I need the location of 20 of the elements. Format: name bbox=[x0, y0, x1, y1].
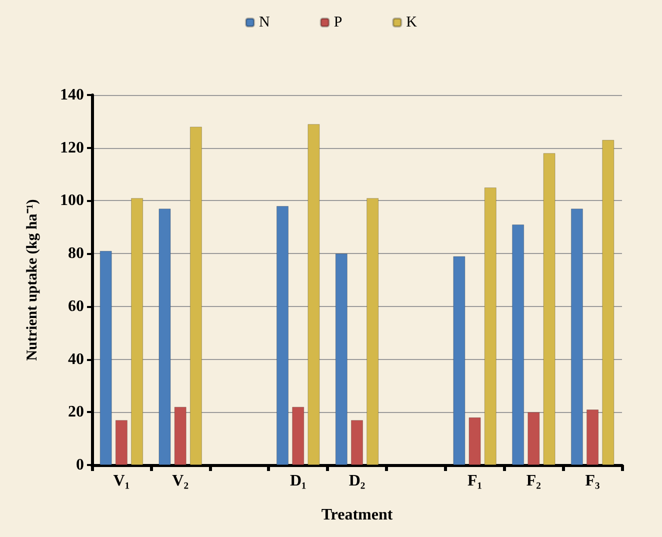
y-tick-label: 100 bbox=[60, 192, 84, 210]
y-axis-title: Nutrient uptake (kg ha⁻¹) bbox=[24, 199, 40, 361]
y-tick-label: 60 bbox=[68, 298, 84, 315]
x-tick-label: F₂ bbox=[526, 472, 542, 490]
legend-label: K bbox=[406, 14, 418, 30]
x-axis-title: Treatment bbox=[321, 506, 394, 524]
x-tick-label: F₁ bbox=[467, 472, 482, 490]
y-tick-label: 20 bbox=[68, 404, 84, 421]
x-tick-label: D₁ bbox=[290, 472, 306, 490]
x-tick-label: F₃ bbox=[585, 472, 600, 490]
y-tick-label: 120 bbox=[60, 139, 84, 156]
y-tick-label: 80 bbox=[68, 245, 84, 262]
legend-label: P bbox=[334, 14, 342, 30]
y-tick-label: 140 bbox=[60, 86, 84, 104]
y-tick-label: 40 bbox=[68, 350, 84, 368]
y-tick-label: 0 bbox=[76, 456, 84, 474]
x-tick-label: D₂ bbox=[348, 472, 366, 490]
legend-label: N bbox=[258, 14, 270, 30]
x-tick-label: V₂ bbox=[172, 472, 189, 490]
x-tick-label: V₁ bbox=[113, 472, 130, 490]
